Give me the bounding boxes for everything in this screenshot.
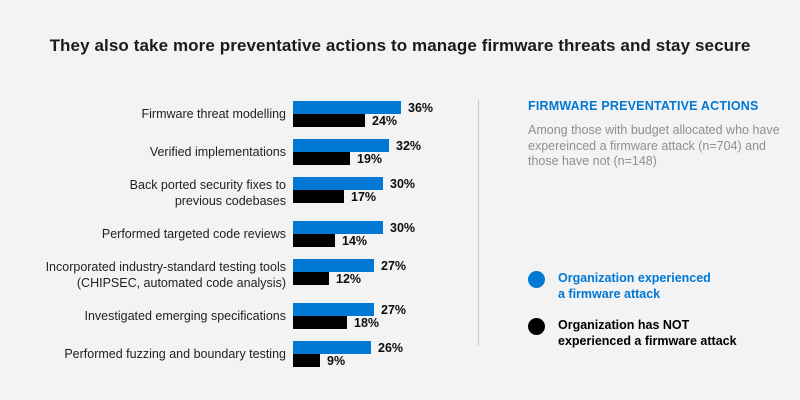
bar-line: 30%	[293, 220, 416, 235]
chart-row: Verified implementations 32% 19%	[30, 138, 433, 166]
bar-line: 14%	[293, 233, 415, 248]
bar-pair: 27% 18%	[293, 302, 407, 330]
bar-value-label: 30%	[390, 176, 416, 191]
category-label: Performed fuzzing and boundary testing	[64, 347, 286, 361]
category-label: Firmware threat modelling	[141, 107, 287, 121]
bar-experienced-attack	[293, 259, 374, 272]
bar-value-label: 24%	[372, 113, 398, 128]
bar-pair: 36% 24%	[293, 100, 434, 128]
bar-value-label: 14%	[342, 233, 368, 248]
bar-value-label: 36%	[408, 100, 434, 115]
bar-experienced-attack	[293, 177, 383, 190]
bar-value-label: 26%	[378, 340, 404, 355]
category-label: Incorporated industry-standard testing t…	[45, 260, 286, 290]
bar-value-label: 9%	[327, 353, 346, 368]
chart-row: Performed targeted code reviews 30% 14%	[30, 220, 433, 248]
bar-pair: 27% 12%	[293, 259, 406, 291]
chart-rows: Firmware threat modelling 36% 24% Verified …	[30, 100, 434, 368]
category-label: Back ported security fixes to previous c…	[129, 178, 286, 208]
chart-row: Firmware threat modelling 36% 24%	[30, 100, 434, 128]
bar-not-experienced-attack	[293, 234, 335, 247]
bar-experienced-attack	[293, 139, 389, 152]
bar-value-label: 18%	[354, 315, 380, 330]
bar-value-label: 19%	[357, 151, 383, 166]
bar-line: 19%	[293, 151, 421, 166]
bar-line: 17%	[293, 189, 415, 204]
bar-experienced-attack	[293, 221, 383, 234]
side-panel-subtitle: Among those with budget allocated who ha…	[528, 123, 780, 168]
bar-pair: 32% 19%	[293, 138, 422, 166]
bar-experienced-attack	[293, 303, 374, 316]
bar-experienced-attack	[293, 341, 371, 354]
bar-not-experienced-attack	[293, 272, 329, 285]
category-label: Performed targeted code reviews	[101, 227, 286, 241]
bar-line: 36%	[293, 100, 434, 115]
bar-line: 26%	[293, 340, 404, 355]
bar-value-label: 32%	[396, 138, 422, 153]
legend-item-not-experienced: Organization has NOT experienced a firmw…	[528, 317, 788, 349]
bar-value-label: 30%	[390, 220, 416, 235]
legend-label: Organization experienced a firmware atta…	[558, 271, 711, 301]
bar-value-label: 27%	[381, 258, 407, 273]
vertical-divider	[478, 100, 479, 346]
bar-not-experienced-attack	[293, 152, 350, 165]
bar-value-label: 12%	[336, 271, 362, 286]
category-label: Verified implementations	[149, 145, 286, 159]
bar-value-label: 27%	[381, 302, 407, 317]
bar-chart: Firmware threat modelling 36% 24% Verified …	[30, 101, 433, 379]
bar-not-experienced-attack	[293, 316, 347, 329]
bar-line: 24%	[293, 113, 433, 128]
chart-row: Incorporated industry-standard testing t…	[30, 259, 433, 291]
legend-swatch-black-circle-icon	[528, 318, 545, 335]
bar-pair: 30% 17%	[293, 177, 415, 209]
legend-label: Organization has NOT experienced a firmw…	[558, 318, 737, 348]
bar-value-label: 17%	[351, 189, 377, 204]
legend-item-experienced: Organization experienced a firmware atta…	[528, 270, 788, 302]
chart-legend: Organization experienced a firmware atta…	[528, 270, 788, 364]
bar-pair: 26% 9%	[293, 340, 404, 368]
bar-line: 18%	[293, 315, 406, 330]
legend-swatch-blue-circle-icon	[528, 271, 545, 288]
bar-pair: 30% 14%	[293, 220, 416, 248]
bar-line: 32%	[293, 138, 422, 153]
chart-row: Investigated emerging specifications 27% 1…	[30, 302, 433, 330]
bar-not-experienced-attack	[293, 190, 344, 203]
side-panel-heading: FIRMWARE PREVENTATIVE ACTIONS	[528, 99, 759, 113]
bar-experienced-attack	[293, 101, 401, 114]
chart-row: Back ported security fixes to previous c…	[30, 177, 433, 209]
bar-line: 30%	[293, 176, 416, 191]
bar-line: 12%	[293, 271, 406, 286]
bar-line: 27%	[293, 302, 407, 317]
bar-line: 27%	[293, 258, 407, 273]
category-label: Investigated emerging specifications	[84, 309, 286, 323]
chart-row: Performed fuzzing and boundary testing 26…	[30, 340, 433, 368]
bar-not-experienced-attack	[293, 114, 365, 127]
bar-not-experienced-attack	[293, 354, 320, 367]
page-title: They also take more preventative actions…	[49, 36, 751, 55]
bar-line: 9%	[293, 353, 403, 368]
